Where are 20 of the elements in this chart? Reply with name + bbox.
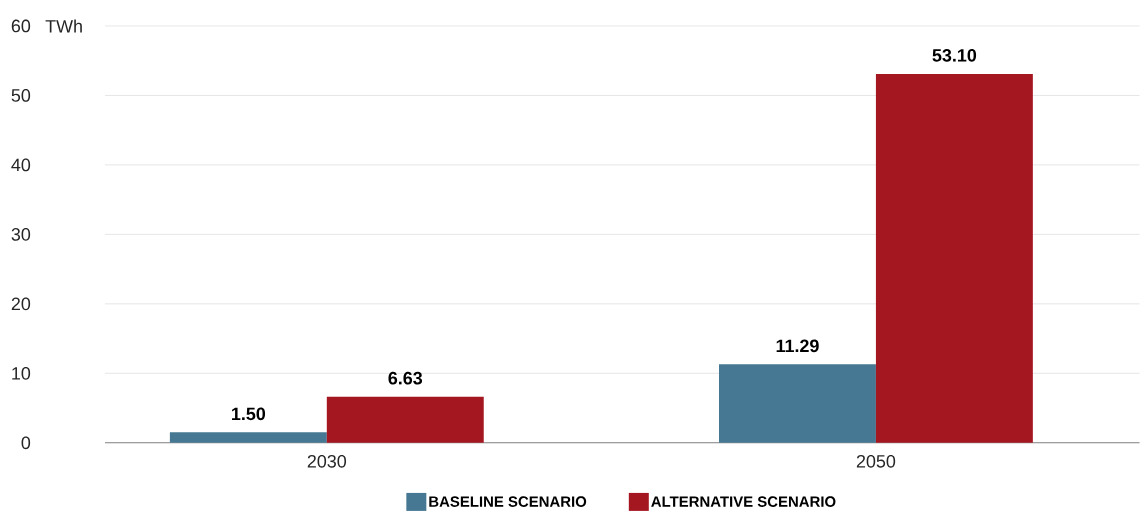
data-label: 1.50	[232, 407, 266, 421]
y-tick-label: 20	[11, 297, 31, 311]
y-tick-label: 30	[11, 228, 31, 241]
legend-label: ALTERNATIVE SCENARIO	[651, 496, 836, 508]
y-tick-label: 50	[11, 89, 31, 102]
y-tick-label: 0	[21, 436, 31, 450]
bar	[169, 432, 327, 443]
bar	[875, 74, 1033, 443]
bar	[718, 364, 876, 443]
y-tick-label: 60	[11, 19, 31, 33]
data-label: 53.10	[932, 49, 977, 62]
x-tick-label: 2050	[856, 455, 896, 468]
y-tick-label: 10	[12, 367, 31, 380]
legend-label: BASELINE SCENARIO	[429, 496, 587, 508]
x-tick-label: 2030	[307, 455, 347, 468]
data-label: 11.29	[776, 339, 819, 353]
data-label: 6.63	[388, 371, 423, 385]
y-axis-title: TWh	[45, 19, 82, 33]
bar	[326, 396, 484, 443]
y-tick-label: 40	[11, 158, 31, 172]
